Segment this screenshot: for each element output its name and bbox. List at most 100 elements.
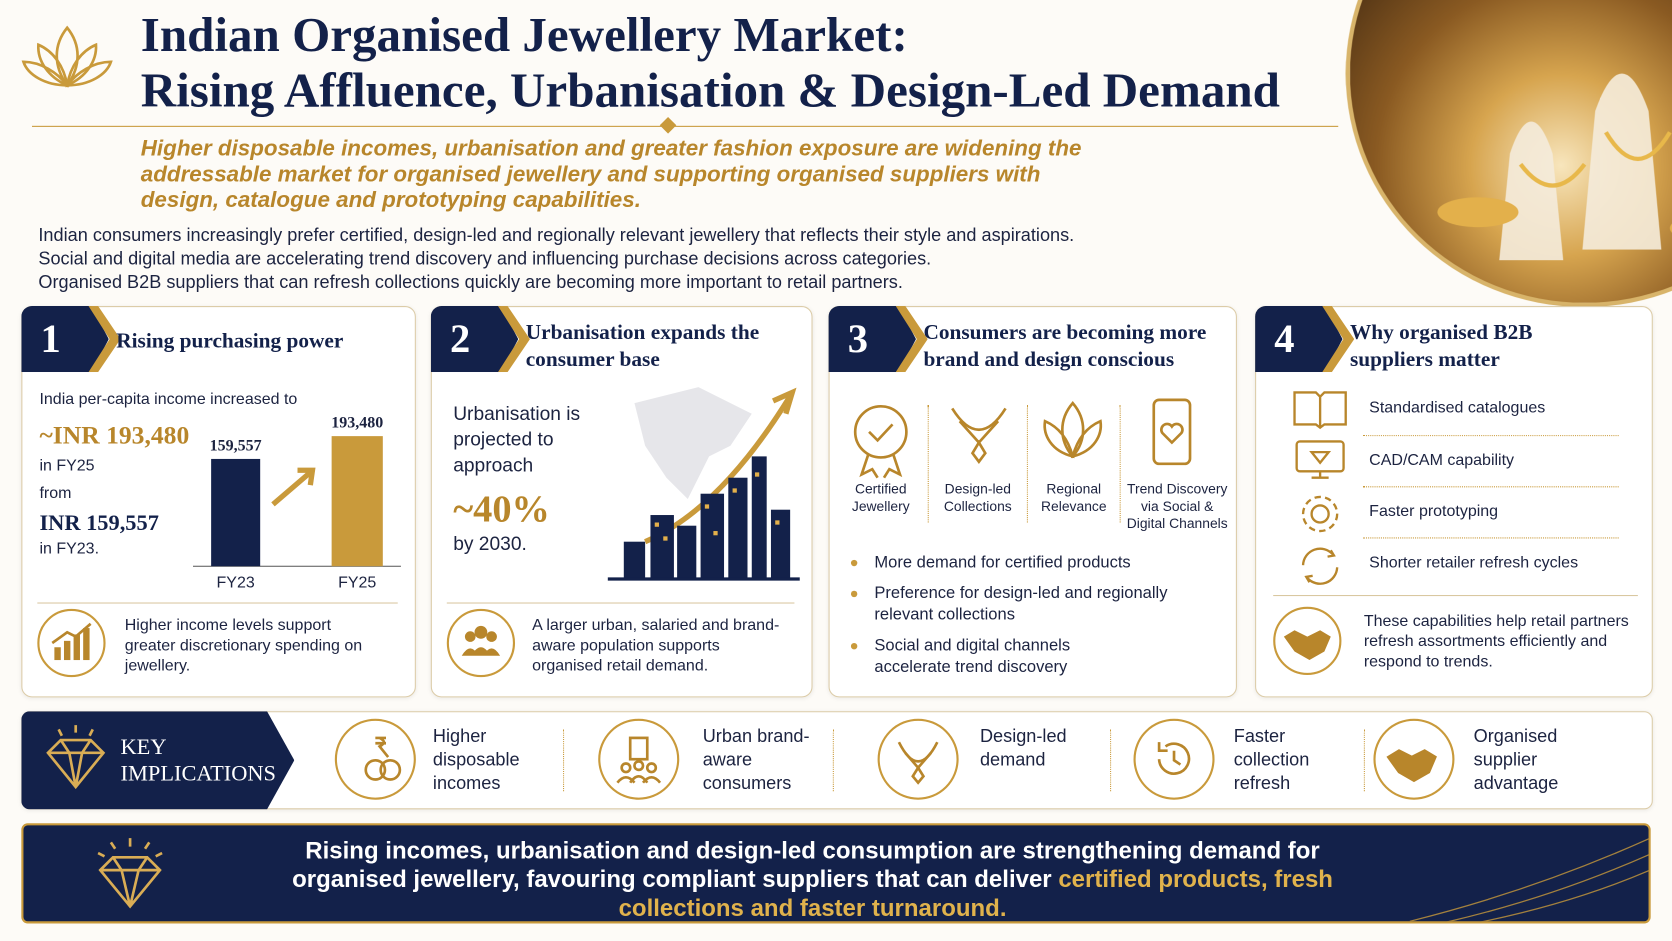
intro-line: Organised B2B suppliers that can refresh… bbox=[38, 271, 903, 293]
highlight: ~INR 193,480 bbox=[39, 422, 190, 450]
people-icon bbox=[446, 608, 516, 678]
separator bbox=[832, 729, 834, 792]
bullet-text: Preference for design-led and regionally… bbox=[874, 584, 1168, 624]
panel-number: 3 bbox=[828, 306, 916, 373]
conclusion-text: Rising incomes, urbanisation and design-… bbox=[292, 837, 1320, 893]
value-label: 159,557 bbox=[210, 437, 262, 454]
text: from bbox=[39, 484, 72, 503]
bar-chart: 159,557 FY23 193,480 FY25 bbox=[193, 415, 401, 592]
capability: Faster prototyping bbox=[1369, 502, 1499, 521]
growth-icon bbox=[37, 608, 106, 678]
gold-swirl bbox=[1409, 838, 1649, 922]
conclusion-highlight: certified products, fresh collections an… bbox=[618, 865, 1333, 922]
panel-footer: These capabilities help retail partners … bbox=[1363, 612, 1629, 671]
icon-art bbox=[1157, 742, 1191, 775]
implications-heading-bg bbox=[21, 711, 295, 810]
bar bbox=[211, 458, 261, 567]
separator bbox=[1362, 537, 1619, 539]
implication-text: Faster collection refresh bbox=[1233, 726, 1310, 794]
separator bbox=[563, 729, 565, 792]
panel: 1 Rising purchasing power India per-capi… bbox=[21, 306, 416, 698]
panel-number: 4 bbox=[1255, 306, 1343, 373]
bar bbox=[331, 436, 383, 567]
icon-art bbox=[1283, 630, 1331, 661]
intro-line: Social and digital media are acceleratin… bbox=[38, 248, 932, 269]
diamond-icon bbox=[97, 838, 163, 909]
icon-art bbox=[616, 736, 662, 784]
title: Rising Affluence, Urbanisation & Design-… bbox=[140, 62, 1280, 118]
divider bbox=[1273, 595, 1638, 597]
icon-art bbox=[364, 736, 402, 781]
diamond-icon bbox=[46, 725, 106, 790]
icon-label: Trend Discovery via Social & Digital Cha… bbox=[1126, 480, 1228, 532]
text: in FY23. bbox=[39, 539, 100, 558]
capability: Standardised catalogues bbox=[1369, 398, 1546, 417]
conclusion-box: Rising incomes, urbanisation and design-… bbox=[21, 823, 1651, 924]
divider-diamond bbox=[659, 116, 677, 134]
capability: CAD/CAM capability bbox=[1369, 451, 1515, 470]
capability-icons bbox=[1293, 391, 1347, 585]
implication-text: Higher disposable incomes bbox=[432, 726, 520, 794]
panel: 2 Urbanisation expands the consumer base… bbox=[430, 306, 813, 698]
icon-label: Regional Relevance bbox=[1041, 480, 1107, 514]
implication-text: Urban brand-aware consumers bbox=[702, 726, 810, 794]
panel-number: 1 bbox=[21, 306, 109, 373]
implication-icon bbox=[1133, 718, 1215, 800]
highlight: INR 159,557 bbox=[39, 509, 159, 536]
feature-icons bbox=[853, 398, 1192, 479]
text: India per-capita income increased to bbox=[39, 390, 298, 409]
implications-bar: KEY IMPLICATIONS Higher disposable incom… bbox=[21, 711, 1653, 810]
panel-title: Why organised B2B suppliers matter bbox=[1349, 320, 1533, 372]
value-label: 193,480 bbox=[331, 415, 383, 432]
bullet-list: More demand for certified products Prefe… bbox=[850, 552, 1214, 679]
bullet: Preference for design-led and regionally… bbox=[850, 583, 1214, 626]
handshake-icon bbox=[1273, 606, 1342, 675]
implication-icon bbox=[1373, 718, 1455, 800]
highlight: ~40% bbox=[453, 487, 550, 530]
panel-title: Urbanisation expands the consumer base bbox=[525, 320, 760, 372]
divider bbox=[37, 602, 398, 604]
city-illustration bbox=[607, 387, 800, 581]
subtitle: Higher disposable incomes, urbanisation … bbox=[140, 136, 1082, 213]
jewellery-photo bbox=[1345, 0, 1672, 308]
category-label: FY23 bbox=[217, 575, 255, 592]
divider bbox=[31, 125, 1339, 127]
implication-text: Design-led demand bbox=[979, 726, 1067, 770]
icon-art bbox=[1386, 749, 1437, 783]
implication-icon bbox=[598, 718, 680, 800]
bullet: Social and digital channels accelerate t… bbox=[850, 636, 1130, 679]
panel-title: Consumers are becoming more brand and de… bbox=[923, 320, 1207, 372]
capability: Shorter retailer refresh cycles bbox=[1369, 553, 1579, 572]
panel-footer: Higher income levels support greater dis… bbox=[124, 616, 363, 675]
separator bbox=[927, 405, 930, 523]
photo-decor bbox=[1437, 73, 1672, 261]
divider bbox=[446, 602, 795, 604]
category-label: FY25 bbox=[338, 575, 376, 592]
icon-art bbox=[897, 741, 939, 785]
intro-line: Indian consumers increasingly prefer cer… bbox=[38, 224, 1075, 246]
bullet-text: More demand for certified products bbox=[874, 553, 1131, 572]
text: by 2030. bbox=[453, 533, 527, 555]
separator bbox=[1362, 435, 1619, 437]
intro: Indian consumers increasingly prefer cer… bbox=[38, 224, 1074, 294]
implication-text: Organised supplier advantage bbox=[1473, 726, 1559, 794]
icon-label: Design-led Collections bbox=[943, 480, 1012, 514]
icon-label: Certified Jewellery bbox=[851, 480, 910, 514]
implications-heading: KEY IMPLICATIONS bbox=[120, 733, 277, 786]
text: Urbanisation is projected to approach bbox=[453, 403, 581, 476]
panel: 3 Consumers are becoming more brand and … bbox=[828, 306, 1237, 698]
separator bbox=[1110, 729, 1112, 792]
title: Indian Organised Jewellery Market: bbox=[140, 7, 908, 62]
implication-icon bbox=[877, 718, 959, 800]
text: in FY25 bbox=[39, 456, 95, 475]
conclusion: Rising incomes, urbanisation and design-… bbox=[290, 836, 1335, 922]
icon-art bbox=[461, 625, 501, 656]
panel-number: 2 bbox=[430, 306, 519, 373]
separator bbox=[1119, 405, 1122, 523]
separator bbox=[1362, 486, 1619, 488]
panel-footer: A larger urban, salaried and brand-aware… bbox=[532, 616, 780, 675]
panel: 4 Why organised B2B suppliers matter Sta… bbox=[1255, 306, 1653, 698]
bullet-text: Social and digital channels accelerate t… bbox=[874, 636, 1071, 677]
separator bbox=[1363, 729, 1365, 792]
